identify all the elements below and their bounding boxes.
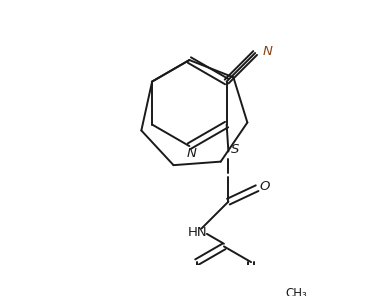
Text: HN: HN	[188, 226, 208, 239]
Text: S: S	[231, 143, 240, 156]
Text: O: O	[259, 180, 269, 193]
Text: N: N	[186, 147, 196, 160]
Text: N: N	[262, 45, 272, 58]
Text: CH₃: CH₃	[285, 287, 307, 296]
